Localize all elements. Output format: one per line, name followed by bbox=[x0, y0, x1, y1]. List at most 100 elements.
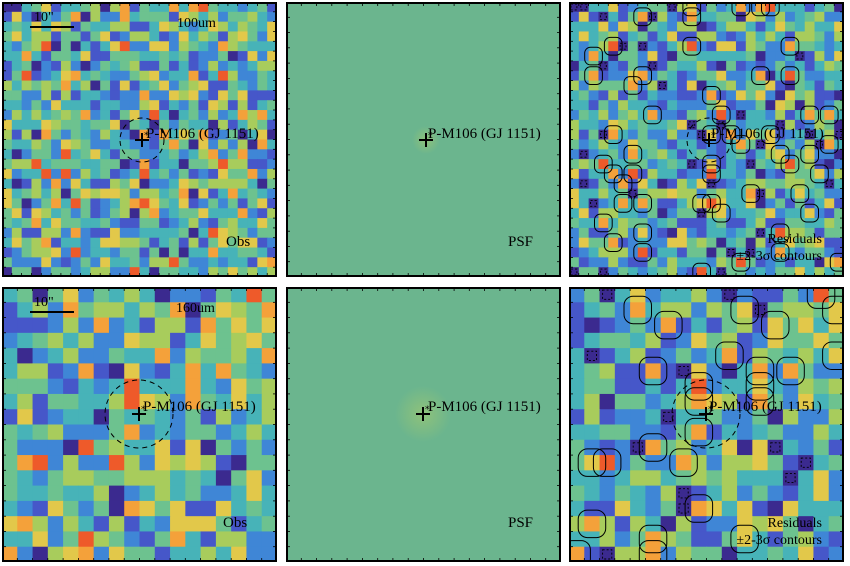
pixel bbox=[618, 70, 629, 82]
pixel bbox=[599, 439, 616, 456]
pixel bbox=[798, 485, 815, 502]
pixel bbox=[110, 21, 121, 33]
pixel bbox=[119, 100, 131, 111]
pixel bbox=[706, 21, 717, 33]
pixel bbox=[706, 149, 717, 160]
pixel bbox=[208, 11, 219, 23]
pixel bbox=[588, 41, 600, 52]
pixel bbox=[17, 470, 34, 487]
pixel bbox=[588, 100, 600, 111]
pixel bbox=[41, 90, 52, 101]
pixel bbox=[630, 516, 646, 533]
pixel bbox=[257, 110, 268, 121]
pixel bbox=[218, 247, 229, 258]
pixel bbox=[51, 178, 62, 190]
pixel bbox=[677, 208, 688, 219]
pixel bbox=[108, 317, 125, 334]
pixel bbox=[745, 119, 757, 131]
pixel bbox=[726, 129, 737, 141]
pixel bbox=[767, 531, 784, 548]
pixel bbox=[828, 470, 844, 487]
pixel bbox=[677, 198, 688, 209]
positive-contour bbox=[770, 144, 790, 164]
pixel bbox=[108, 485, 125, 502]
pixel bbox=[706, 218, 717, 229]
pixel bbox=[657, 31, 668, 42]
pixel bbox=[599, 348, 616, 364]
pixel bbox=[159, 31, 170, 42]
pixel bbox=[60, 110, 72, 121]
pixel bbox=[782, 455, 799, 471]
pixel bbox=[247, 188, 258, 200]
pixel bbox=[569, 11, 580, 23]
pixel bbox=[80, 80, 91, 91]
pixel bbox=[834, 41, 844, 52]
pixel bbox=[618, 129, 629, 141]
pixel bbox=[755, 110, 767, 121]
pixel bbox=[178, 218, 190, 229]
pixel bbox=[227, 110, 239, 121]
pixel bbox=[119, 178, 131, 190]
pixel bbox=[198, 21, 209, 33]
pixel bbox=[108, 516, 125, 533]
pixel bbox=[782, 500, 799, 517]
pixel bbox=[2, 455, 18, 471]
pixel bbox=[31, 227, 42, 239]
pixel bbox=[110, 247, 121, 258]
pixel bbox=[21, 237, 33, 249]
pixel bbox=[834, 178, 844, 190]
pixel bbox=[726, 11, 737, 23]
pixel bbox=[677, 129, 688, 141]
pixel bbox=[261, 317, 277, 334]
pixel bbox=[627, 129, 639, 141]
pixel bbox=[78, 516, 95, 533]
pixel bbox=[208, 129, 219, 141]
pixel bbox=[63, 546, 79, 562]
pixel bbox=[168, 110, 180, 121]
pixel bbox=[178, 139, 190, 150]
pixel bbox=[691, 317, 708, 334]
pixel bbox=[2, 363, 18, 380]
pixel bbox=[178, 80, 190, 91]
pixel bbox=[168, 80, 180, 91]
pixel bbox=[608, 21, 619, 33]
pixel bbox=[667, 2, 678, 13]
pixel bbox=[726, 70, 737, 82]
pixel bbox=[11, 139, 23, 150]
pixel bbox=[752, 531, 769, 548]
pixel bbox=[584, 393, 601, 410]
pixel bbox=[737, 516, 753, 533]
positive-contour bbox=[623, 76, 643, 95]
source-label: P-M106 (GJ 1151) bbox=[428, 126, 541, 142]
pixel bbox=[569, 218, 580, 229]
pixel bbox=[267, 188, 277, 200]
pixel bbox=[198, 159, 209, 170]
pixel bbox=[735, 267, 747, 277]
pixel bbox=[647, 218, 658, 229]
pixel bbox=[110, 168, 121, 180]
pixel bbox=[78, 348, 95, 364]
pixel bbox=[227, 247, 239, 258]
pixel bbox=[578, 208, 590, 219]
pixel bbox=[100, 80, 111, 91]
pixel bbox=[154, 439, 171, 456]
pixel bbox=[696, 139, 708, 150]
pixel bbox=[11, 41, 23, 52]
pixel bbox=[755, 198, 767, 209]
pixel bbox=[630, 455, 646, 471]
pixel bbox=[2, 302, 18, 319]
positive-contour bbox=[702, 125, 721, 145]
pixel bbox=[765, 41, 776, 52]
pixel bbox=[21, 31, 33, 42]
pixel bbox=[149, 100, 160, 111]
pixel bbox=[735, 110, 747, 121]
pixel bbox=[31, 168, 42, 180]
pixel bbox=[569, 531, 585, 548]
pixel bbox=[696, 159, 708, 170]
pixel bbox=[752, 439, 769, 456]
pixel bbox=[129, 100, 141, 111]
pixel bbox=[716, 51, 727, 62]
pixel bbox=[627, 80, 639, 91]
pixel bbox=[80, 119, 91, 131]
pixel bbox=[667, 110, 678, 121]
